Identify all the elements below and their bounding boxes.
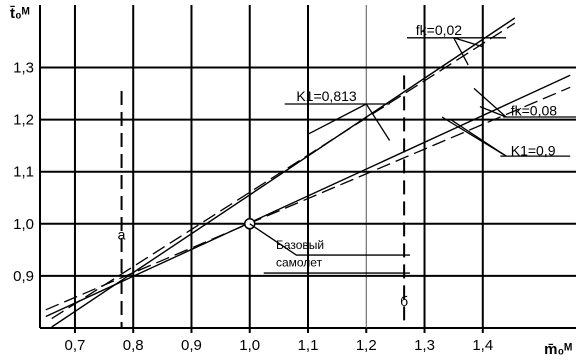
y-axis-label: t̄₀ᴹ — [9, 5, 29, 22]
series-line-2 — [45, 74, 571, 318]
annotation-label-3: K1=0,9 — [511, 143, 556, 159]
fk002-leader-1 — [453, 37, 469, 66]
annotation-label-0: fk=0,02 — [416, 22, 463, 38]
annotation-label-2: fk=0,08 — [511, 102, 558, 118]
series-line-0 — [51, 17, 516, 328]
reference-point-label-2: самолет — [276, 256, 323, 270]
labels: 0,7 0,8 0,9 1,0 1,1 1,2 1,3 1,4 0,9 1,0 1,1 1,2 1,3 t… — [9, 5, 572, 358]
x-tick-label: 0,8 — [123, 337, 144, 354]
k1813-leader-1 — [307, 103, 367, 135]
series-line-1 — [51, 22, 516, 320]
fk008-leader-1 — [473, 87, 507, 118]
x-tick-label: 0,7 — [65, 337, 86, 354]
x-tick-label: 0,9 — [181, 337, 202, 354]
marker-label-b: б — [400, 293, 408, 309]
marker-label-a: a — [118, 226, 126, 242]
x-axis-label: m̄₀ᴹ — [544, 341, 572, 358]
x-tick-label: 1,3 — [414, 337, 435, 354]
series-line-3 — [45, 86, 571, 311]
x-tick-label: 1,2 — [356, 337, 377, 354]
y-tick-label: 1,1 — [13, 164, 34, 181]
y-tick-label: 0,9 — [13, 268, 34, 285]
x-tick-label: 1,0 — [239, 337, 260, 354]
x-tick-label: 1,4 — [472, 337, 493, 354]
k1813-leader-2 — [365, 103, 391, 141]
y-tick-label: 1,0 — [13, 216, 34, 233]
y-tick-label: 1,3 — [13, 60, 34, 77]
vertical-markers — [120, 75, 406, 328]
annotation-leaders — [249, 37, 576, 274]
annotation-label-1: K1=0,813 — [296, 88, 357, 104]
series-lines — [45, 17, 571, 328]
fk008-leader-2 — [479, 105, 507, 118]
fk002-leader-2 — [453, 37, 483, 48]
y-tick-label: 1,2 — [13, 112, 34, 129]
k109-leader-2 — [450, 119, 507, 157]
grid — [39, 5, 576, 333]
x-tick-label: 1,1 — [298, 337, 319, 354]
reference-point-label-1: Базовый — [276, 238, 324, 252]
reference-point-leader — [249, 223, 410, 256]
